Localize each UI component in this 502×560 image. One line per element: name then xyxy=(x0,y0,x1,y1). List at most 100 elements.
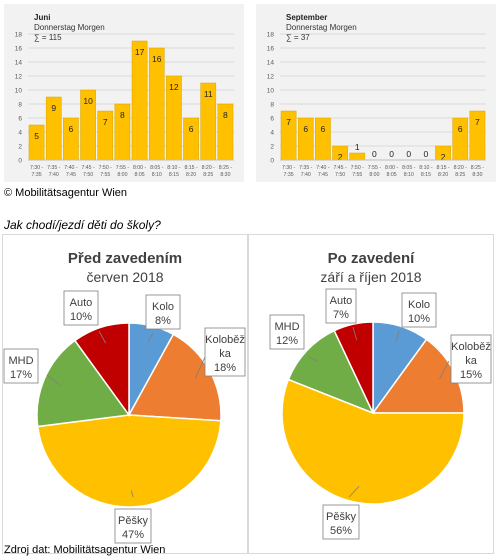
y-tick-label: 0 xyxy=(18,158,22,165)
bar-value-label: 1 xyxy=(355,142,360,152)
y-tick-label: 16 xyxy=(15,46,23,53)
september-bar-panel: 0 2 4 6 8 10 12 14 16 18 September Donnerstag Morge… xyxy=(256,4,496,182)
y-tick-label: 2 xyxy=(18,144,22,151)
pie-before-panel: Před zavedením červen 2018 Kolo 8% Koloběž ka… xyxy=(2,234,248,554)
slice-value-label: 17% xyxy=(10,369,32,381)
y-tick-label: 10 xyxy=(267,88,275,95)
x-tick-label: 8:20 -8:25 xyxy=(202,165,216,178)
x-tick-label: 7:50 -7:55 xyxy=(99,165,113,178)
x-tick-label: 8:10 -8:15 xyxy=(419,165,433,178)
y-tick-label: 2 xyxy=(270,144,274,151)
bar-value-label: 8 xyxy=(120,110,125,120)
x-tick-label: 7:35 -7:40 xyxy=(47,165,61,178)
y-tick-label: 8 xyxy=(270,102,274,109)
chart-sum-label: ∑ = 37 xyxy=(286,33,310,42)
pie-slice xyxy=(287,329,375,415)
y-tick-label: 10 xyxy=(15,88,23,95)
callout-leader xyxy=(194,356,206,379)
bar-value-label: 6 xyxy=(458,124,463,134)
pie-slice xyxy=(281,378,465,505)
bar-value-label: 0 xyxy=(389,149,394,159)
callout-box xyxy=(204,327,246,377)
callout-box xyxy=(450,334,492,384)
x-tick-label: 7:35 -7:40 xyxy=(299,165,313,178)
x-tick-label: 8:05 -8:10 xyxy=(150,165,164,178)
x-tick-label: 8:05 -8:10 xyxy=(402,165,416,178)
pie-slice xyxy=(36,339,131,428)
slice-label: Kolo xyxy=(408,299,430,311)
bar-value-label: 7 xyxy=(286,117,291,127)
pie-slice xyxy=(36,414,222,508)
y-tick-label: 4 xyxy=(270,130,274,137)
x-tick-label: 8:20 -8:25 xyxy=(454,165,468,178)
slice-label: MHD xyxy=(8,355,33,367)
bar-value-label: 10 xyxy=(83,96,93,106)
bar-value-label: 2 xyxy=(338,152,343,162)
y-tick-label: 8 xyxy=(18,102,22,109)
slice-value-label: 15% xyxy=(460,369,482,381)
bar xyxy=(148,47,165,161)
bar-value-label: 7 xyxy=(475,117,480,127)
callout-box xyxy=(63,290,99,326)
x-tick-label: 7:50 -7:55 xyxy=(351,165,365,178)
bar-value-label: 6 xyxy=(321,124,326,134)
pie-after-chart: Po zavedení září a říjen 2018 Kolo 10% Kolob… xyxy=(269,250,492,540)
chart-sum-label: ∑ = 115 xyxy=(34,33,62,42)
bar-value-label: 17 xyxy=(135,47,145,57)
copyright-note: © Mobilitätsagentur Wien xyxy=(4,187,128,199)
callout-box xyxy=(325,288,357,324)
pie-title: Před zavedením xyxy=(68,250,182,267)
slice-label: Auto xyxy=(330,295,353,307)
chart-title: Juni xyxy=(34,13,50,22)
x-tick-label: 8:15 -8:20 xyxy=(184,165,198,178)
bar xyxy=(349,152,366,161)
slice-value-label: 10% xyxy=(70,311,92,323)
pie-subtitle: červen 2018 xyxy=(86,269,163,285)
y-tick-label: 6 xyxy=(18,116,22,123)
chart-subtitle: Donnerstag Morgen xyxy=(286,23,357,32)
y-tick-label: 12 xyxy=(267,74,275,81)
pie-slice xyxy=(73,322,130,418)
bar-value-label: 7 xyxy=(103,117,108,127)
callout-box xyxy=(401,292,437,328)
bar-value-label: 6 xyxy=(69,124,74,134)
slice-value-label: 8% xyxy=(155,315,171,327)
slice-value-label: 47% xyxy=(122,529,144,541)
x-tick-label: 8:25 -8:30 xyxy=(219,165,233,178)
bar-value-label: 2 xyxy=(441,152,446,162)
callout-leader xyxy=(439,360,450,380)
callout-leader xyxy=(147,332,154,343)
callout-box xyxy=(3,348,39,384)
x-tick-label: 8:15 -8:20 xyxy=(436,165,450,178)
pie-title: Po zavedení xyxy=(328,250,416,267)
x-tick-label: 7:40 -7:45 xyxy=(316,165,330,178)
x-tick-label: 8:25 -8:30 xyxy=(471,165,485,178)
slice-value-label: 18% xyxy=(214,362,236,374)
pie-subtitle: září a říjen 2018 xyxy=(320,269,421,285)
y-tick-label: 18 xyxy=(15,32,23,39)
bar-value-label: 9 xyxy=(51,103,56,113)
bar-value-label: 6 xyxy=(303,124,308,134)
bar-value-label: 0 xyxy=(406,149,411,159)
callout-box xyxy=(145,294,181,330)
y-tick-label: 14 xyxy=(267,60,275,67)
x-tick-label: 8:00 -8:05 xyxy=(385,165,399,178)
callout-leader xyxy=(98,330,107,344)
callout-leader xyxy=(46,374,61,386)
slice-label: MHD xyxy=(274,321,299,333)
chart-title: September xyxy=(286,13,327,22)
x-tick-label: 8:00 -8:05 xyxy=(133,165,147,178)
callout-box xyxy=(114,508,152,544)
callout-leader xyxy=(348,486,360,498)
bar-value-label: 5 xyxy=(34,131,39,141)
pie-before-chart: Před zavedením červen 2018 Kolo 8% Koloběž ka… xyxy=(3,250,246,544)
y-tick-label: 6 xyxy=(270,116,274,123)
chart-subtitle: Donnerstag Morgen xyxy=(34,23,105,32)
bar xyxy=(131,40,148,161)
slice-label: Pěšky xyxy=(118,515,148,527)
bar-value-label: 0 xyxy=(372,149,377,159)
pie-after-panel: Po zavedení září a říjen 2018 Kolo 10% Kolob… xyxy=(248,234,494,554)
callout-leader xyxy=(395,330,400,343)
